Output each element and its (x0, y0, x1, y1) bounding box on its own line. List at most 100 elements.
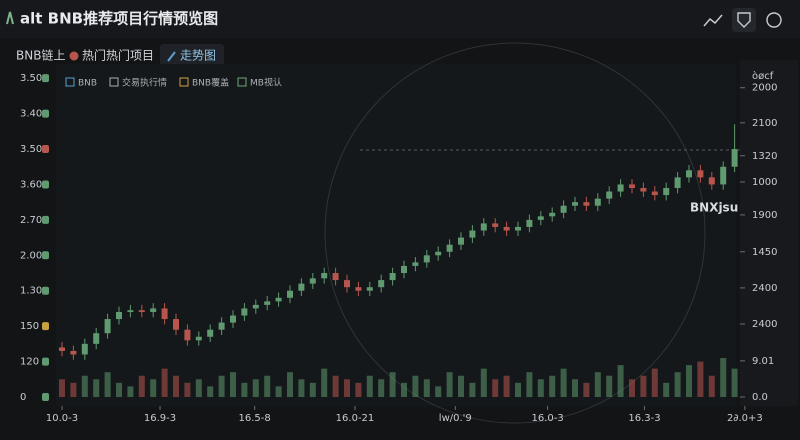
volume-bar (549, 375, 556, 397)
legend-label: BNB覆盖 (192, 77, 229, 89)
y2-tick-label: 2400 (752, 283, 777, 294)
candle-body (230, 315, 236, 323)
right-axis-panel (740, 60, 798, 406)
x-tick-label: 16.0-3 (532, 413, 564, 424)
candle-body (59, 347, 65, 351)
volume-bar (332, 375, 339, 397)
y-tick-label: 3.50 (20, 73, 42, 84)
volume-bar (378, 379, 385, 397)
y-tick-badge (42, 145, 49, 154)
volume-bar (104, 372, 111, 397)
y-tick-badge (42, 393, 49, 401)
legend-swatch (237, 77, 247, 87)
candle-body (184, 329, 191, 341)
y2-tick-label: 2000 (752, 83, 777, 94)
shield-icon (737, 12, 751, 28)
candle-body (537, 216, 544, 220)
candle-body (731, 149, 738, 167)
volume-bar (173, 375, 179, 397)
candle-body (640, 187, 647, 192)
y-tick-badge (42, 215, 49, 224)
y-tick-label: 1.30 (20, 286, 42, 297)
candle-body (70, 350, 77, 355)
volume-bar (195, 379, 202, 397)
volume-bar (594, 372, 601, 397)
y2-tick-label: 2400 (752, 319, 777, 330)
tab[interactable]: 热门热门项目 (82, 48, 154, 63)
candle-body (275, 297, 282, 302)
candle-body (720, 166, 727, 185)
volume-bar (401, 382, 407, 397)
volume-bar (127, 386, 134, 397)
title-bar (0, 0, 800, 38)
settings-button[interactable] (766, 12, 782, 28)
volume-bar (218, 375, 225, 397)
y-tick-label: 3.50 (20, 144, 42, 155)
candle-body (594, 198, 601, 206)
volume-bar (560, 368, 567, 397)
toolbar (703, 8, 782, 32)
volume-bar (161, 368, 168, 397)
annotation: BNXjsu (690, 201, 738, 215)
line-chart-button[interactable] (703, 14, 723, 27)
volume-bar (287, 372, 293, 397)
candle-body (104, 319, 111, 334)
volume-bar (309, 382, 316, 397)
y2-tick-label: 1900 (752, 210, 777, 221)
candle-body (583, 202, 590, 206)
candle-body (81, 343, 88, 355)
volume-bar (389, 372, 396, 397)
candle-body (549, 212, 556, 217)
legend-swatch (109, 77, 119, 87)
volume-bar (275, 386, 282, 397)
y2-tick-label: 1450 (752, 247, 777, 258)
tab[interactable]: BNB链上 (16, 48, 65, 63)
candle-body (458, 237, 464, 245)
volume-bar (492, 379, 499, 397)
volume-bar (366, 375, 373, 397)
volume-bar (720, 358, 727, 397)
candle-body (173, 319, 179, 330)
x-tick-label: 10.0-3 (46, 413, 78, 424)
shield-button[interactable] (732, 8, 756, 32)
x-tick-label: 16.0-21 (336, 413, 375, 424)
volume-bar (458, 375, 464, 397)
y-tick-badge (42, 109, 49, 118)
candle-body (435, 251, 442, 256)
volume-bar (697, 361, 704, 397)
volume-bar (138, 375, 145, 397)
candle-body (663, 187, 670, 196)
plot-area (56, 64, 736, 406)
volume-bar (298, 379, 305, 397)
candle-body (515, 226, 521, 231)
volume-bar (731, 368, 738, 397)
candle-body (708, 177, 715, 185)
tab[interactable]: 走势图 (180, 49, 216, 63)
active-tab-bg (160, 44, 224, 68)
volume-bar (663, 382, 670, 397)
volume-bar (480, 368, 487, 397)
volume-bar (81, 375, 88, 397)
volume-bar (264, 375, 271, 397)
candle-body (195, 336, 202, 341)
candle-body (560, 205, 567, 213)
legend-swatch (65, 77, 75, 87)
candle-body (252, 304, 259, 309)
plot: 0 120 150 1.30 2.00 2.70 3.60 3.50 3.40 3.50 òøcf 0… (20, 70, 777, 424)
candle-body (127, 310, 134, 312)
candle-body (287, 290, 293, 298)
legend-label: MB视认 (250, 77, 282, 89)
volume-bar (252, 379, 259, 397)
y-tick-label: 120 (20, 357, 39, 368)
volume-bar (412, 375, 419, 397)
tab-icon (167, 51, 176, 62)
volume-bar (150, 379, 157, 397)
candle-body (138, 310, 145, 312)
volume-bar (321, 368, 328, 397)
candle-body (651, 191, 658, 196)
candle-body (446, 244, 453, 252)
candle-body (674, 177, 681, 188)
candle-body (161, 308, 168, 320)
volume-bar (572, 379, 578, 397)
